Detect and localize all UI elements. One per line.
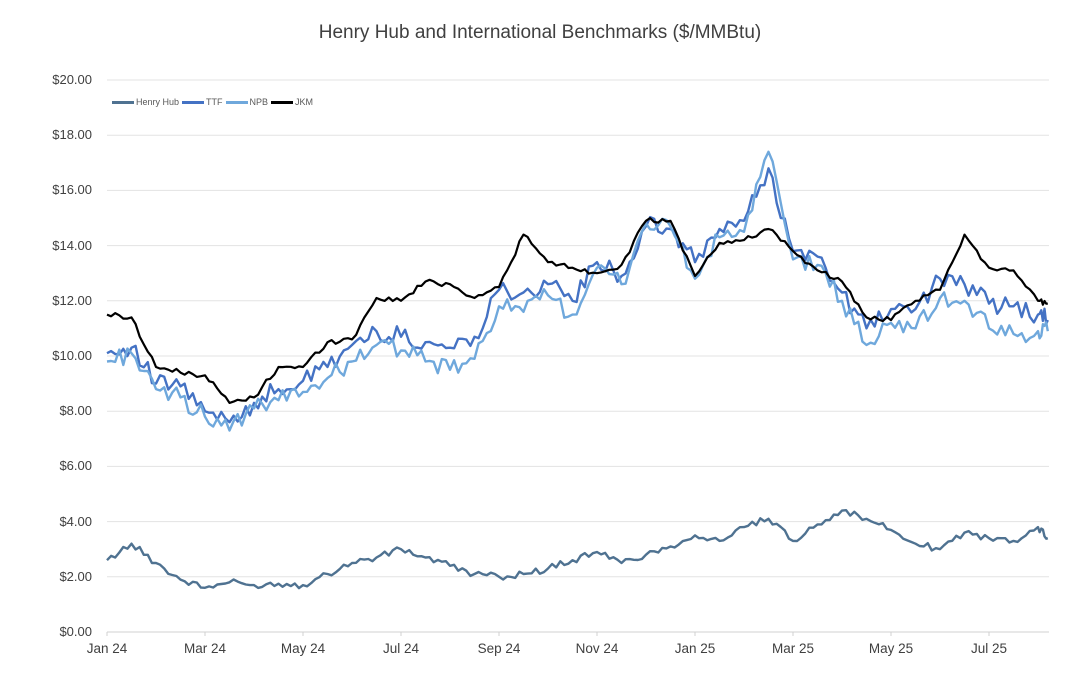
legend-label: JKM xyxy=(295,97,314,107)
y-tick-label: $12.00 xyxy=(52,292,92,308)
x-tick-label: Jan 24 xyxy=(86,641,128,656)
x-tick-label: Jan 25 xyxy=(674,641,716,656)
y-tick-label: $10.00 xyxy=(52,348,92,363)
series-line-ttf xyxy=(106,167,1049,424)
legend-item-henry-hub: Henry Hub xyxy=(112,97,179,107)
x-tick-label: Nov 24 xyxy=(575,641,619,656)
y-tick-label: $6.00 xyxy=(59,458,92,474)
y-tick-label: $8.00 xyxy=(59,403,92,419)
y-tick-label: $2.00 xyxy=(59,568,92,584)
legend-item-npb: NPB xyxy=(225,97,269,107)
legend-label: NPB xyxy=(249,97,269,107)
series-line-npb xyxy=(106,150,1049,432)
legend-item-jkm: JKM xyxy=(271,97,313,107)
legend-swatch-npb xyxy=(225,100,248,104)
x-tick-label: Sep 24 xyxy=(477,641,521,656)
legend-item-ttf: TTF xyxy=(182,97,223,107)
x-tick-label: May 25 xyxy=(868,641,914,656)
y-tick-label: $0.00 xyxy=(59,624,92,639)
y-tick-label: $14.00 xyxy=(52,237,92,253)
legend: Henry Hub TTF NPB JKM xyxy=(112,97,316,107)
legend-label: TTF xyxy=(206,97,223,107)
x-tick-label: Mar 24 xyxy=(183,641,227,656)
y-tick-label: $20.00 xyxy=(52,72,92,87)
x-tick-label: Mar 25 xyxy=(771,641,815,656)
y-tick-label: $4.00 xyxy=(59,513,92,529)
x-tick-label: Jul 24 xyxy=(382,641,420,656)
series-line-jkm xyxy=(106,217,1048,404)
x-tick-label: May 24 xyxy=(280,641,326,656)
legend-swatch-henry-hub xyxy=(112,100,134,104)
chart-title: Henry Hub and International Benchmarks (… xyxy=(318,22,762,43)
y-tick-label: $16.00 xyxy=(52,182,92,198)
x-tick-label: Jul 25 xyxy=(970,641,1008,656)
legend-label: Henry Hub xyxy=(136,97,180,107)
legend-swatch-jkm xyxy=(271,100,294,104)
series-line-henry-hub xyxy=(106,509,1049,590)
y-tick-label: $18.00 xyxy=(52,127,92,143)
legend-swatch-ttf xyxy=(182,100,205,104)
